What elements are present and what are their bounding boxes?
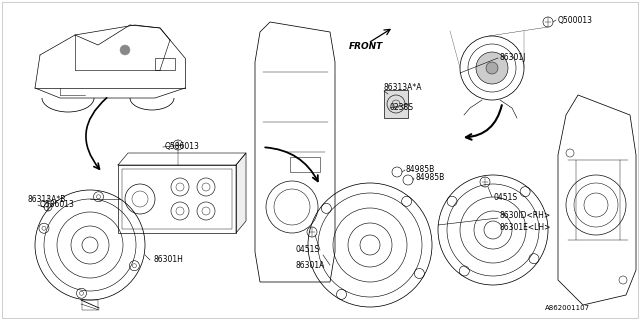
Circle shape — [476, 52, 508, 84]
Text: Q586013: Q586013 — [40, 201, 75, 210]
Text: 84985B: 84985B — [416, 173, 445, 182]
Bar — [118, 165, 236, 233]
Text: 0238S: 0238S — [390, 103, 414, 113]
Text: 86313A*A: 86313A*A — [384, 84, 422, 92]
Polygon shape — [118, 153, 246, 165]
Polygon shape — [558, 95, 636, 305]
Text: FRONT: FRONT — [349, 42, 383, 51]
Bar — [82, 300, 98, 310]
Text: 86301A: 86301A — [295, 260, 324, 269]
Text: 86301H: 86301H — [153, 255, 183, 265]
Text: 8630lD<RH>: 8630lD<RH> — [500, 211, 551, 220]
Circle shape — [486, 62, 498, 74]
Text: A862001107: A862001107 — [545, 305, 590, 311]
Text: Q586013: Q586013 — [165, 142, 200, 151]
Circle shape — [120, 45, 130, 55]
Text: 0451S: 0451S — [295, 245, 319, 254]
Text: Q500013: Q500013 — [558, 15, 593, 25]
Text: 84985B: 84985B — [406, 165, 435, 174]
Text: 0451S: 0451S — [493, 194, 517, 203]
Text: 86301J: 86301J — [500, 53, 526, 62]
Bar — [384, 90, 408, 118]
Bar — [290, 157, 320, 172]
Bar — [122, 169, 232, 229]
Text: 86301E<LH>: 86301E<LH> — [500, 223, 552, 233]
Text: 86313A*B: 86313A*B — [28, 195, 67, 204]
Bar — [155, 58, 175, 70]
Polygon shape — [255, 22, 335, 282]
Polygon shape — [236, 153, 246, 233]
